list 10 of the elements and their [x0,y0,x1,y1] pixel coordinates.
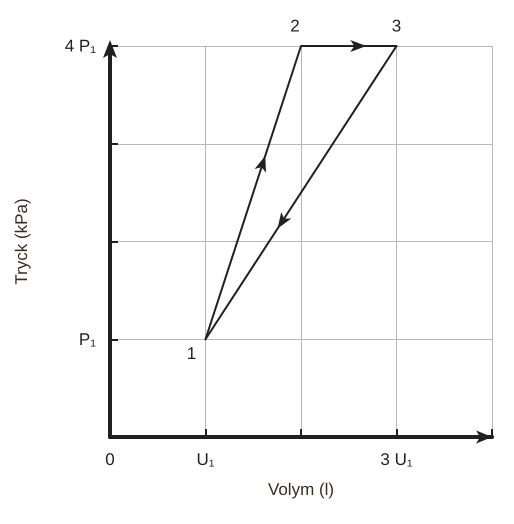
x-tick-label: 3 U₁ [380,450,413,469]
x-axis-title: Volym (l) [268,480,334,499]
x-tick-label: U₁ [196,450,215,469]
text: 3 [392,16,402,36]
text: 2 [290,16,300,36]
text: 4 P₁ [64,36,96,56]
y-axis-title: Tryck (kPa) [12,198,31,285]
annotation: 1 [186,344,196,363]
text: P₁ [78,330,96,349]
x-tick-label: 0 [105,450,115,469]
